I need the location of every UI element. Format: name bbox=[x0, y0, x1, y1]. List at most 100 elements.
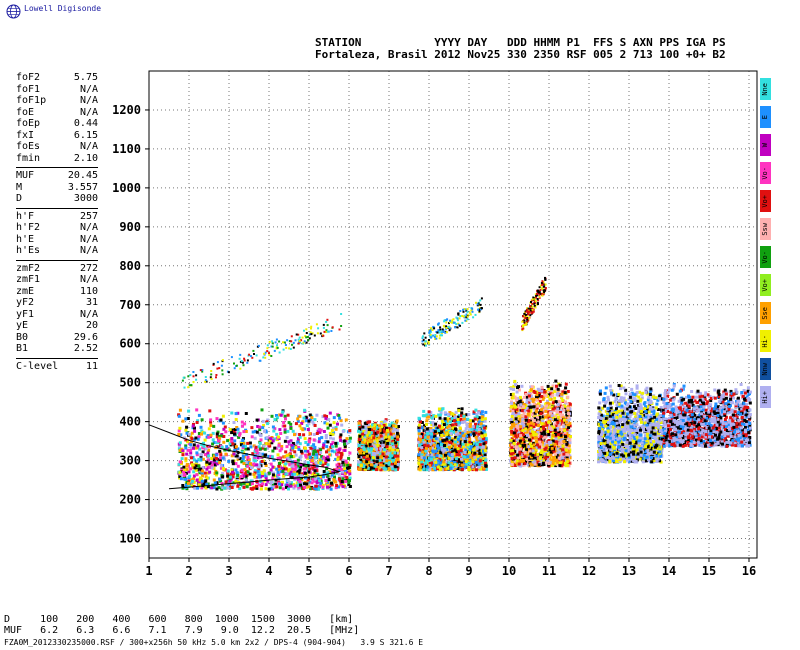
echo-point bbox=[438, 416, 442, 420]
echo-point bbox=[426, 435, 430, 439]
echo-point bbox=[475, 442, 479, 446]
echo-point bbox=[317, 428, 321, 432]
echo-point bbox=[445, 421, 449, 425]
echo-point bbox=[243, 483, 247, 487]
echo-point bbox=[556, 441, 560, 445]
echo-point bbox=[238, 432, 242, 436]
echo-point bbox=[319, 451, 323, 455]
echo-point bbox=[189, 440, 193, 444]
echo-point bbox=[383, 419, 387, 423]
echo-point bbox=[425, 427, 429, 431]
echo-point bbox=[273, 446, 277, 450]
echo-point bbox=[526, 463, 530, 467]
echo-point bbox=[420, 454, 424, 458]
echo-point bbox=[509, 393, 513, 396]
echo-point bbox=[379, 463, 383, 467]
echo-point bbox=[291, 472, 295, 476]
echo-point bbox=[425, 468, 429, 472]
echo-point bbox=[178, 471, 182, 475]
echo-point bbox=[372, 436, 376, 440]
echo-point bbox=[277, 461, 281, 465]
echo-point bbox=[334, 427, 338, 431]
echo-point bbox=[512, 384, 516, 388]
echo-point bbox=[550, 437, 554, 441]
echo-point bbox=[298, 424, 302, 428]
echo-point bbox=[190, 484, 194, 488]
echo-point bbox=[464, 427, 468, 431]
echo-point bbox=[302, 433, 306, 437]
echo-point bbox=[334, 441, 338, 445]
echo-point bbox=[469, 433, 472, 437]
echo-point bbox=[395, 467, 399, 471]
echo-point bbox=[449, 432, 453, 436]
echo-point bbox=[275, 438, 279, 442]
echo-point bbox=[217, 486, 221, 490]
echo-point bbox=[178, 426, 182, 430]
echo-point bbox=[303, 427, 307, 431]
echo-point bbox=[458, 426, 462, 430]
echo-point bbox=[380, 437, 384, 441]
echo-point bbox=[225, 445, 229, 449]
echo-point bbox=[339, 433, 343, 437]
echo-point bbox=[446, 466, 450, 470]
echo-point bbox=[365, 454, 369, 458]
echo-point bbox=[458, 443, 462, 447]
echo-point bbox=[361, 440, 365, 444]
echo-point bbox=[178, 408, 182, 412]
echo-point bbox=[189, 448, 193, 452]
echo-point bbox=[235, 426, 239, 429]
echo-point bbox=[440, 441, 444, 445]
echo-point bbox=[524, 422, 528, 426]
echo-point bbox=[337, 414, 341, 417]
echo-point bbox=[247, 458, 251, 462]
echo-point bbox=[324, 416, 328, 420]
echo-point bbox=[437, 407, 441, 411]
echo-point bbox=[273, 417, 277, 421]
echo-point bbox=[435, 431, 439, 435]
echo-point bbox=[244, 430, 248, 433]
echo-point bbox=[465, 425, 469, 429]
echo-point bbox=[299, 462, 303, 466]
echo-point bbox=[365, 450, 369, 454]
echo-point bbox=[368, 461, 372, 465]
echo-point bbox=[428, 442, 432, 446]
echo-point bbox=[418, 448, 422, 452]
echo-point bbox=[484, 461, 487, 465]
echo-point bbox=[255, 486, 259, 490]
echo-point bbox=[280, 447, 284, 451]
echo-point bbox=[358, 426, 362, 429]
echo-point bbox=[307, 452, 311, 456]
echo-point bbox=[437, 413, 441, 417]
echo-point bbox=[264, 487, 268, 491]
echo-point bbox=[339, 419, 343, 423]
echo-point bbox=[224, 452, 228, 456]
echo-point bbox=[234, 412, 238, 416]
x-tick-label: 12 bbox=[582, 564, 596, 578]
echo-point bbox=[265, 442, 269, 446]
echo-point bbox=[475, 438, 479, 442]
echo-point bbox=[483, 453, 487, 456]
echo-point bbox=[418, 465, 422, 469]
echo-point bbox=[213, 463, 217, 467]
echo-point bbox=[307, 422, 311, 426]
echo-point bbox=[535, 446, 539, 450]
echo-point bbox=[271, 473, 275, 477]
echo-point bbox=[368, 428, 371, 431]
echo-point bbox=[465, 466, 469, 469]
echo-point bbox=[343, 463, 347, 467]
echo-point bbox=[337, 450, 341, 454]
echo-point bbox=[329, 475, 333, 479]
echo-point bbox=[553, 444, 557, 448]
echo-point bbox=[484, 437, 488, 441]
echo-point bbox=[537, 402, 540, 406]
echo-point bbox=[297, 464, 301, 468]
echo-point bbox=[306, 478, 310, 482]
echo-point bbox=[320, 457, 324, 461]
echo-point bbox=[325, 467, 329, 471]
echo-point bbox=[477, 436, 481, 440]
echo-point bbox=[316, 429, 320, 433]
echo-point bbox=[298, 433, 302, 436]
echo-point bbox=[439, 440, 442, 444]
echo-point bbox=[395, 431, 399, 435]
echo-point bbox=[341, 430, 345, 433]
